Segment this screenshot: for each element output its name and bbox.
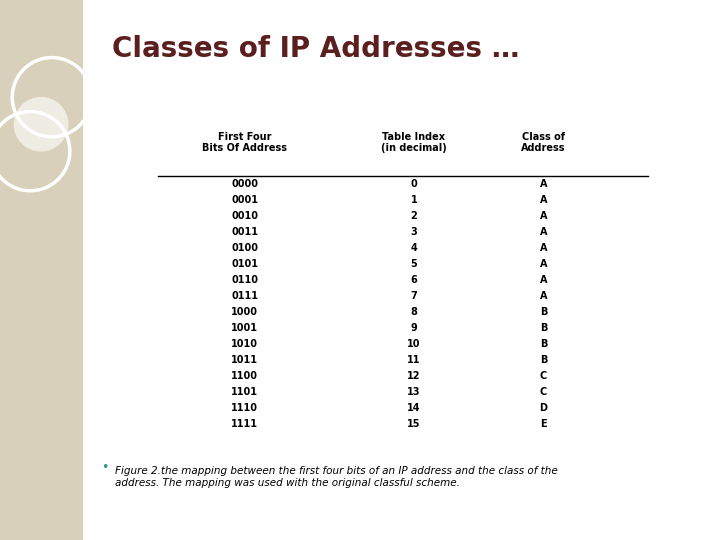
Text: C: C xyxy=(540,371,547,381)
Text: First Four
Bits Of Address: First Four Bits Of Address xyxy=(202,132,287,153)
Text: Table Index
(in decimal): Table Index (in decimal) xyxy=(381,132,447,153)
Text: 1001: 1001 xyxy=(231,323,258,333)
Text: 7: 7 xyxy=(410,291,418,301)
Text: D: D xyxy=(539,403,548,413)
Text: 14: 14 xyxy=(408,403,420,413)
Text: A: A xyxy=(540,275,547,285)
Text: 3: 3 xyxy=(410,227,418,237)
Text: B: B xyxy=(540,339,547,349)
Text: E: E xyxy=(540,419,547,429)
Text: 6: 6 xyxy=(410,275,418,285)
Text: 0101: 0101 xyxy=(231,259,258,269)
Text: 0001: 0001 xyxy=(231,194,258,205)
Text: 4: 4 xyxy=(410,242,418,253)
Text: 10: 10 xyxy=(408,339,420,349)
Text: 1: 1 xyxy=(410,194,418,205)
Text: 11: 11 xyxy=(408,355,420,365)
Text: 1110: 1110 xyxy=(231,403,258,413)
Text: 1100: 1100 xyxy=(231,371,258,381)
Text: •: • xyxy=(101,461,108,474)
Text: A: A xyxy=(540,211,547,220)
Text: 1000: 1000 xyxy=(231,307,258,317)
Text: A: A xyxy=(540,179,547,188)
Text: Figure 2.the mapping between the first four bits of an IP address and the class : Figure 2.the mapping between the first f… xyxy=(115,466,558,488)
Text: 0000: 0000 xyxy=(231,179,258,188)
Text: 0110: 0110 xyxy=(231,275,258,285)
Text: A: A xyxy=(540,194,547,205)
Text: A: A xyxy=(540,259,547,269)
Text: 13: 13 xyxy=(408,387,420,397)
Text: 0100: 0100 xyxy=(231,242,258,253)
Text: C: C xyxy=(540,387,547,397)
Text: 0111: 0111 xyxy=(231,291,258,301)
Text: 5: 5 xyxy=(410,259,418,269)
Text: 0010: 0010 xyxy=(231,211,258,220)
Text: Classes of IP Addresses …: Classes of IP Addresses … xyxy=(112,35,519,63)
Text: 1101: 1101 xyxy=(231,387,258,397)
Text: B: B xyxy=(540,323,547,333)
Text: 0: 0 xyxy=(410,179,418,188)
Text: 12: 12 xyxy=(408,371,420,381)
Text: A: A xyxy=(540,227,547,237)
Text: 1111: 1111 xyxy=(231,419,258,429)
Text: 8: 8 xyxy=(410,307,418,317)
Text: Class of
Address: Class of Address xyxy=(521,132,566,153)
Text: 1011: 1011 xyxy=(231,355,258,365)
Text: 15: 15 xyxy=(408,419,420,429)
Text: 9: 9 xyxy=(410,323,418,333)
Text: B: B xyxy=(540,307,547,317)
Text: 0011: 0011 xyxy=(231,227,258,237)
Text: 1010: 1010 xyxy=(231,339,258,349)
Text: A: A xyxy=(540,291,547,301)
Text: A: A xyxy=(540,242,547,253)
Text: B: B xyxy=(540,355,547,365)
Text: 2: 2 xyxy=(410,211,418,220)
